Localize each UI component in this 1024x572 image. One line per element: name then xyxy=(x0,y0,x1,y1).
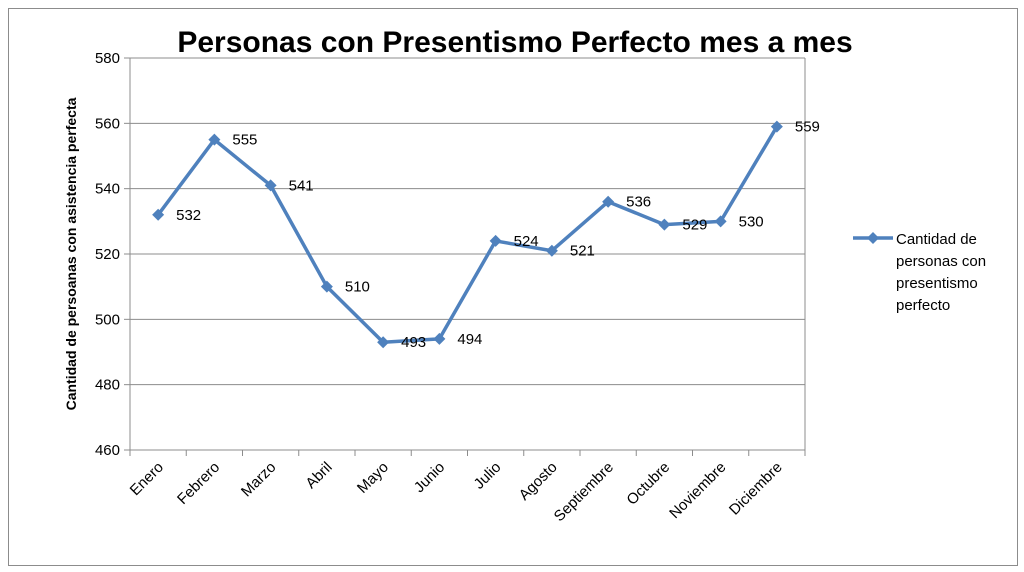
data-label: 536 xyxy=(626,194,651,211)
data-label: 532 xyxy=(176,207,201,224)
x-tick-label: Abril xyxy=(302,459,335,492)
data-point-marker xyxy=(208,133,221,146)
data-label: 521 xyxy=(570,243,595,260)
y-tick-label: 540 xyxy=(95,181,120,198)
data-label: 530 xyxy=(739,213,764,230)
x-tick-label: Junio xyxy=(411,459,448,496)
data-point-marker xyxy=(545,244,558,257)
data-point-marker xyxy=(714,215,727,228)
chart-frame xyxy=(8,8,1018,566)
data-point-marker xyxy=(489,234,502,247)
legend-text: perfecto xyxy=(896,297,950,314)
data-point-marker xyxy=(152,208,165,221)
y-tick-label: 560 xyxy=(95,115,120,132)
y-tick-label: 500 xyxy=(95,311,120,328)
legend: Cantidad de personas con presentismo perfec… xyxy=(853,231,986,314)
x-tick-label: Marzo xyxy=(238,459,279,500)
legend-marker xyxy=(867,232,879,244)
x-tick-label: Octubre xyxy=(623,459,673,509)
series-line xyxy=(156,125,779,344)
data-point-marker xyxy=(433,332,446,345)
x-tick-label: Enero xyxy=(127,459,167,499)
legend-text: presentismo xyxy=(896,275,978,292)
data-point-marker xyxy=(770,120,783,133)
data-label: 555 xyxy=(232,132,257,149)
data-label: 524 xyxy=(514,233,539,250)
x-tick-label: Mayo xyxy=(354,459,392,497)
data-label: 510 xyxy=(345,279,370,296)
legend-text: Cantidad de xyxy=(896,231,977,248)
x-tick-label: Septiembre xyxy=(551,459,617,525)
x-tick-label: Diciembre xyxy=(726,459,786,519)
x-tick-label: Agosto xyxy=(516,459,561,504)
y-tick-label: 520 xyxy=(95,246,120,263)
data-label: 529 xyxy=(682,217,707,234)
data-label: 494 xyxy=(457,331,482,348)
data-point-marker xyxy=(602,195,615,208)
legend-text: personas con xyxy=(896,253,986,270)
data-point-marker xyxy=(264,179,277,192)
data-point-marker xyxy=(377,336,390,349)
data-label: 559 xyxy=(795,119,820,136)
y-tick-label: 460 xyxy=(95,442,120,459)
y-axis-label: Cantidad de persoanas con asistencia per… xyxy=(63,97,79,410)
y-tick-label: 480 xyxy=(95,377,120,394)
data-point-marker xyxy=(658,218,671,231)
x-tick-label: Noviembre xyxy=(666,459,729,522)
x-tick-label: Julio xyxy=(471,459,505,493)
data-label: 493 xyxy=(401,334,426,351)
data-point-marker xyxy=(320,280,333,293)
chart-title: Personas con Presentismo Perfecto mes a … xyxy=(177,26,852,59)
x-tick-label: Febrero xyxy=(174,459,223,508)
y-tick-label: 580 xyxy=(95,50,120,67)
data-label: 541 xyxy=(289,177,314,194)
